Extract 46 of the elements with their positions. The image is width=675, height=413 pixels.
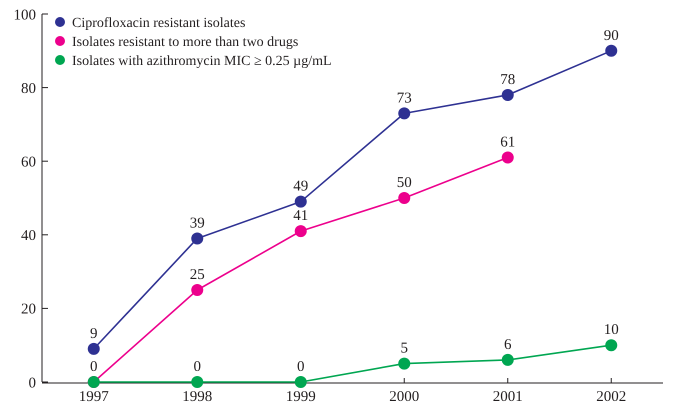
point: [502, 354, 514, 366]
x-tick-label: 2001: [492, 389, 523, 405]
point: [398, 107, 410, 120]
point: [502, 152, 514, 164]
x-tick-label: 1998: [182, 389, 212, 405]
data-label: 50: [396, 175, 412, 191]
x-tick-label: 2000: [389, 389, 420, 405]
y-tick-label: 0: [28, 375, 36, 392]
point: [398, 358, 410, 370]
data-label: 78: [500, 72, 516, 88]
data-label: 41: [293, 208, 308, 224]
data-label: 6: [504, 336, 512, 353]
point: [191, 376, 204, 388]
y-tick-label: 60: [21, 154, 36, 170]
point: [605, 339, 618, 352]
y-tick-label: 20: [21, 302, 36, 318]
point: [294, 376, 307, 388]
data-label: 39: [190, 215, 205, 232]
legend-label: Isolates resistant to more than two drugs: [72, 34, 298, 50]
y-tick-label: 100: [14, 7, 36, 24]
x-tick-label: 1997: [78, 389, 110, 405]
point: [88, 342, 100, 355]
data-label: 25: [190, 267, 205, 283]
x-tick-label: 1999: [286, 389, 316, 405]
point: [398, 192, 410, 204]
data-label: 0: [194, 359, 201, 375]
point: [191, 284, 204, 296]
point: [191, 232, 204, 244]
data-label: 73: [396, 90, 412, 106]
data-label: 61: [500, 134, 516, 151]
data-label: 10: [604, 322, 619, 338]
point: [502, 88, 514, 101]
data-label: 9: [90, 326, 98, 342]
x-tick-label: 2002: [596, 389, 626, 405]
data-label: 0: [90, 359, 98, 375]
data-label: 90: [604, 28, 619, 44]
y-tick-label: 80: [21, 80, 36, 97]
point: [294, 225, 307, 238]
point: [605, 44, 618, 57]
legend-label: Ciprofloxacin resistant isolates: [72, 16, 246, 31]
data-label: 49: [293, 178, 308, 195]
data-label: 0: [297, 359, 304, 375]
legend-label: Isolates with azithromycin MIC ≥ 0.25 µg/mL: [72, 54, 332, 69]
data-label: 5: [400, 340, 408, 357]
point: [294, 196, 307, 208]
y-tick-label: 40: [21, 228, 36, 244]
